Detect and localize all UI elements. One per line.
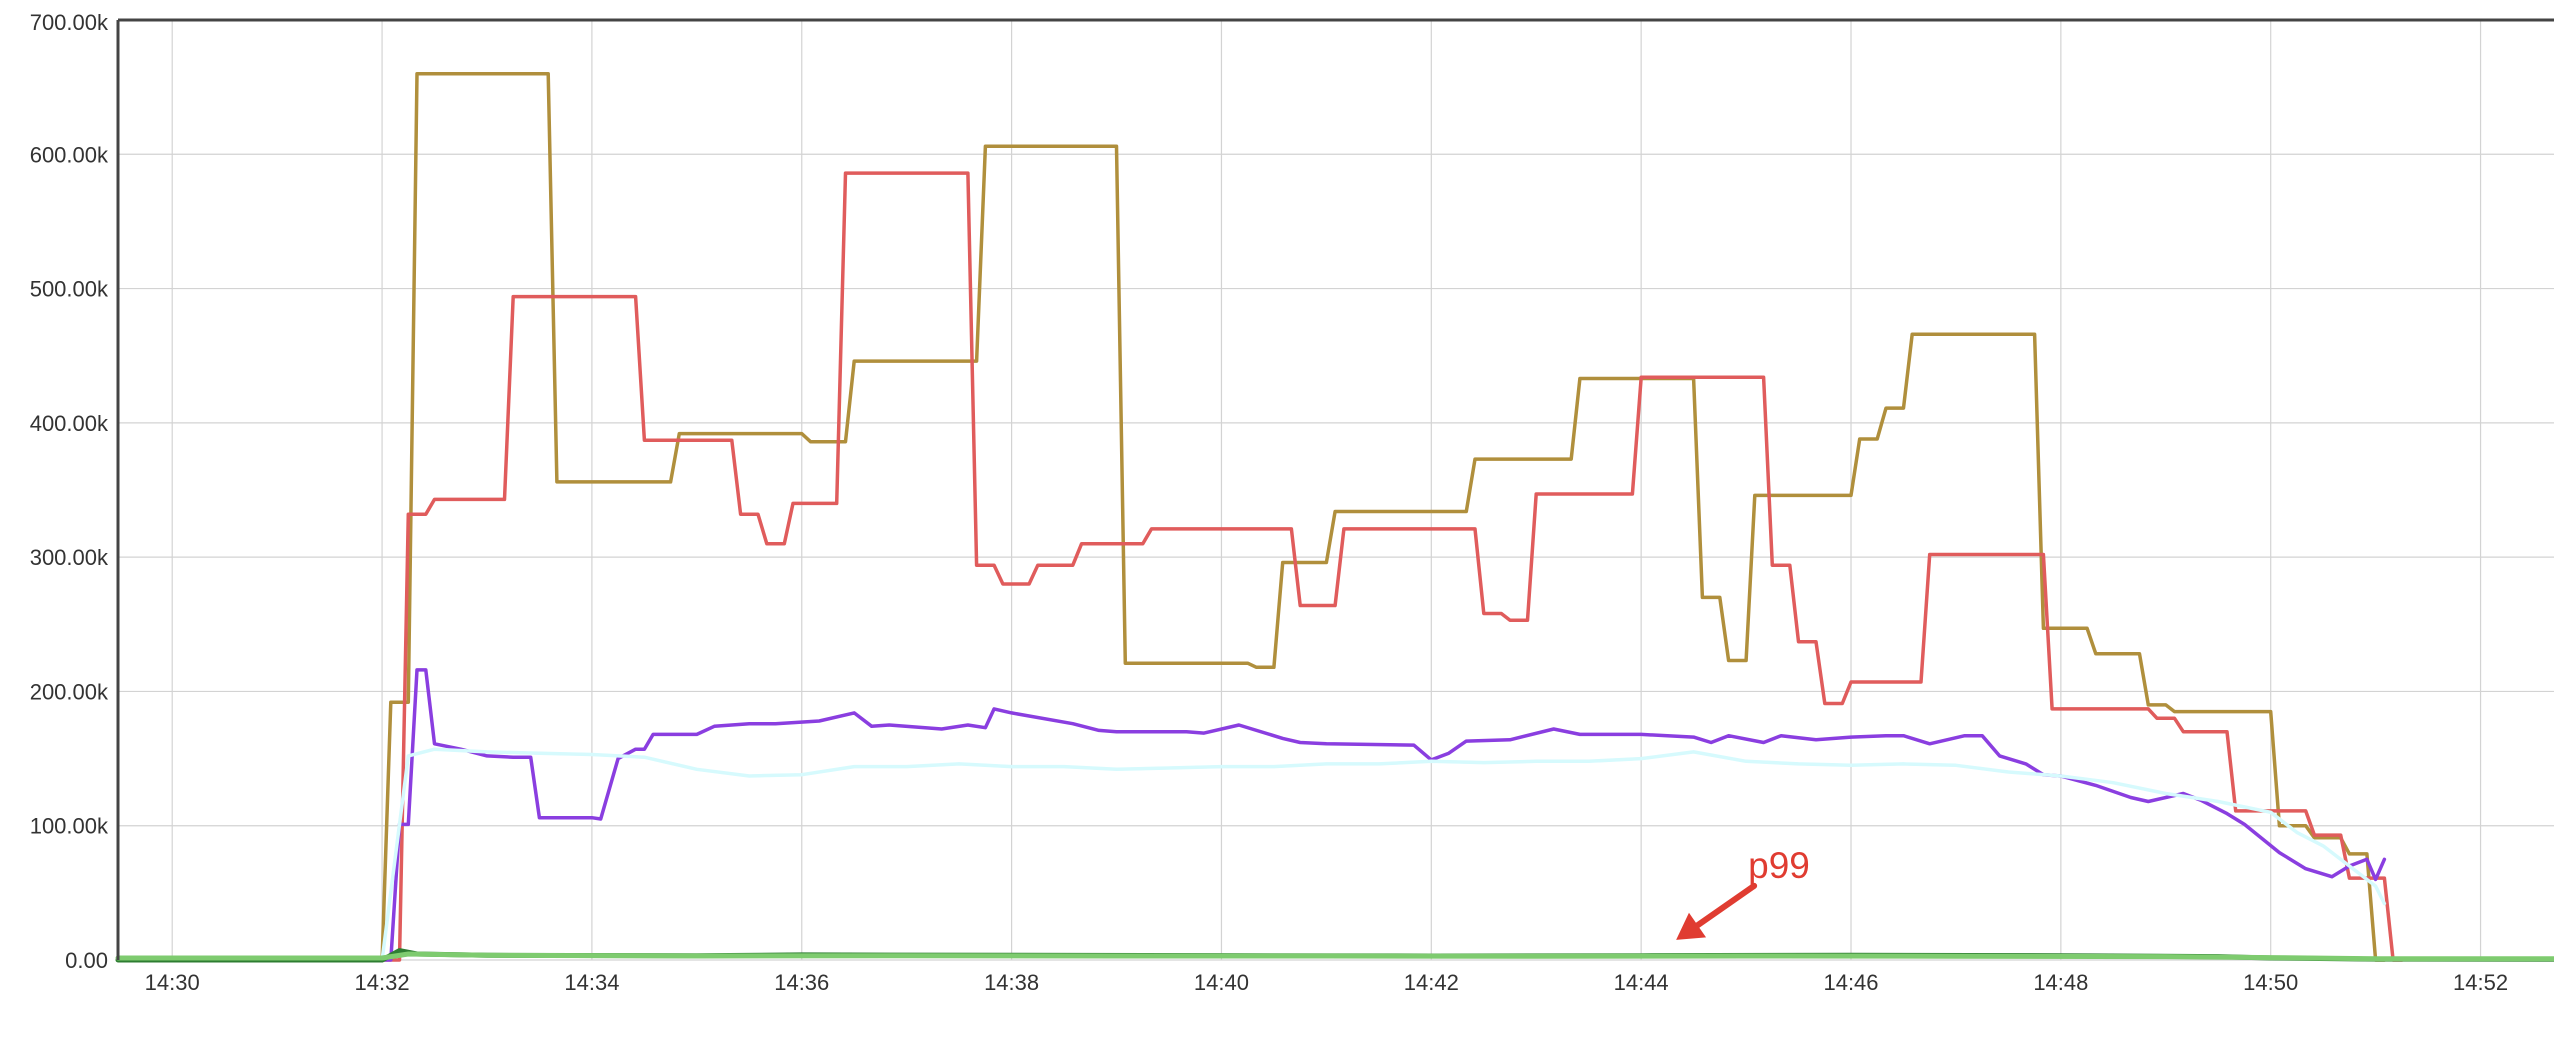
annotation-arrow-head	[1676, 912, 1707, 940]
series-line-4	[116, 747, 2387, 962]
x-tick-label: 14:40	[1194, 970, 1249, 995]
y-tick-label: 500.00k	[30, 277, 109, 302]
series-line-3	[116, 668, 2387, 962]
y-tick-label: 600.00k	[30, 142, 109, 167]
x-tick-label: 14:36	[774, 970, 829, 995]
series-line-2	[116, 171, 2404, 962]
series-line-1	[116, 71, 2387, 962]
x-tick-label: 14:42	[1404, 970, 1459, 995]
x-tick-label: 14:48	[2033, 970, 2088, 995]
annotations: p99	[1676, 845, 1810, 940]
y-tick-label: 0.00	[65, 948, 108, 973]
y-tick-label: 200.00k	[30, 679, 109, 704]
y-tick-label: 300.00k	[30, 545, 109, 570]
x-tick-label: 14:52	[2453, 970, 2508, 995]
x-tick-label: 14:38	[984, 970, 1039, 995]
x-tick-label: 14:46	[1823, 970, 1878, 995]
grid	[118, 19, 2554, 961]
series-lines	[115, 71, 2554, 963]
annotation-label: p99	[1748, 845, 1810, 886]
x-tick-label: 14:44	[1614, 970, 1669, 995]
y-tick-label: 400.00k	[30, 411, 109, 436]
y-tick-label: 700.00k	[30, 10, 109, 35]
series-line-6	[115, 951, 2554, 962]
axes: 0.00 100.00k 200.00k 300.00k 400.00k 500.00k 6…	[30, 10, 2554, 995]
x-tick-label: 14:32	[355, 970, 410, 995]
x-tick-label: 14:50	[2243, 970, 2298, 995]
x-tick-label: 14:30	[145, 970, 200, 995]
x-tick-label: 14:34	[564, 970, 619, 995]
annotation-arrow-shaft	[1685, 882, 1758, 935]
y-tick-label: 100.00k	[30, 814, 109, 839]
